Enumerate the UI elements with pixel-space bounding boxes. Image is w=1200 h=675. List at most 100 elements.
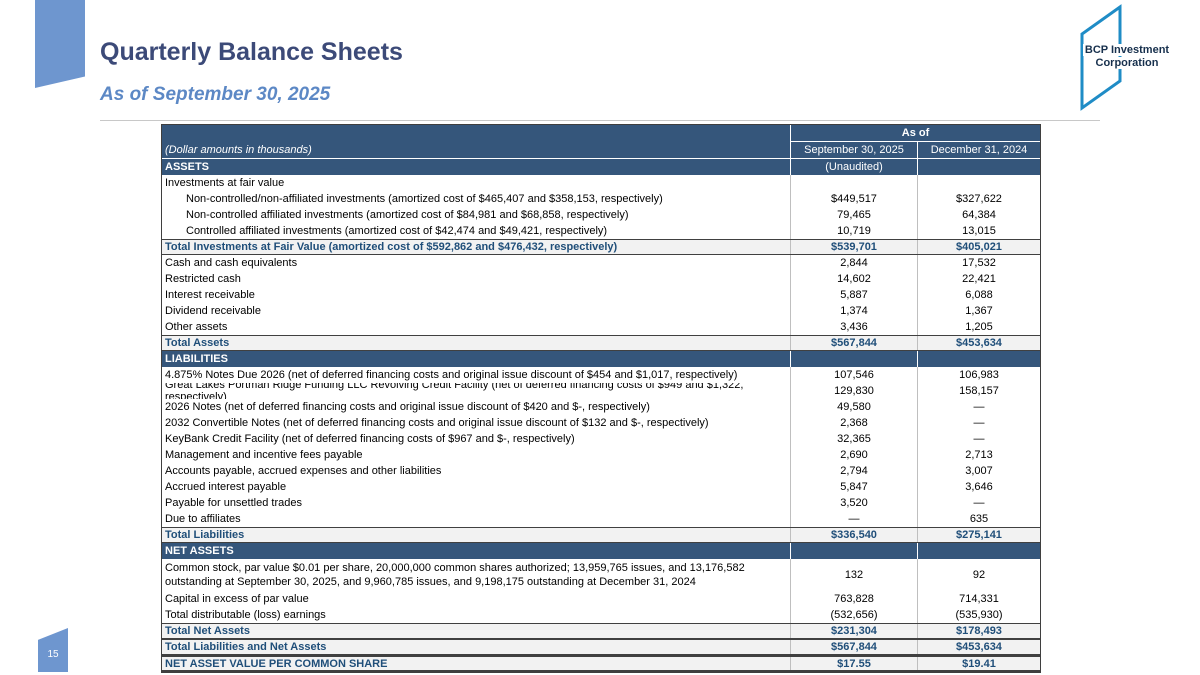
table-row: Common stock, par value $0.01 per share,… <box>162 559 1040 591</box>
value-dec-2024: 106,983 <box>917 367 1040 383</box>
value-dec-2024: 6,088 <box>917 287 1040 303</box>
value-dec-2024: 158,157 <box>917 383 1040 399</box>
balance-sheet-table: As of (Dollar amounts in thousands) Sept… <box>161 124 1041 673</box>
value-dec-2024: 1,205 <box>917 319 1040 335</box>
row-label: Total Investments at Fair Value (amortiz… <box>165 241 618 253</box>
value-dec-2024: 3,646 <box>917 479 1040 495</box>
value-sep-2025: 14,602 <box>790 271 917 287</box>
value-dec-2024: 13,015 <box>917 223 1040 239</box>
value-dec-2024 <box>917 159 1040 175</box>
row-label: Total Assets <box>165 337 230 349</box>
row-label: Great Lakes Portman Ridge Funding LLC Re… <box>165 383 744 399</box>
value-sep-2025: 129,830 <box>790 383 917 399</box>
row-label: Accrued interest payable <box>165 481 287 493</box>
page-number-flag: 15 <box>38 628 68 672</box>
value-dec-2024: 92 <box>917 559 1040 591</box>
value-sep-2025: $17.55 <box>790 657 917 670</box>
table-row: Capital in excess of par value 763,828 714… <box>162 591 1040 607</box>
row-label: Total Liabilities <box>165 529 245 541</box>
row-label: Interest receivable <box>165 289 255 301</box>
table-row: 2026 Notes (net of deferred financing co… <box>162 399 1040 415</box>
value-dec-2024: 714,331 <box>917 591 1040 607</box>
row-label: Common stock, par value $0.01 per share,… <box>165 562 745 588</box>
table-row: Non-controlled affiliated investments (a… <box>162 207 1040 223</box>
company-logo: BCP Investment Corporation <box>1068 4 1180 112</box>
table-row: Other assets 3,436 1,205 <box>162 319 1040 335</box>
date-column-sep-2025: September 30, 2025 <box>790 142 917 159</box>
table-row: 2032 Convertible Notes (net of deferred … <box>162 415 1040 431</box>
value-dec-2024: 635 <box>917 511 1040 527</box>
row-label: KeyBank Credit Facility (net of deferred… <box>165 433 575 445</box>
table-row: Management and incentive fees payable 2,6… <box>162 447 1040 463</box>
table-row: Total Investments at Fair Value (amortiz… <box>162 239 1040 255</box>
value-sep-2025: (Unaudited) <box>790 159 917 175</box>
row-label: Dividend receivable <box>165 305 261 317</box>
row-label: Non-controlled affiliated investments (a… <box>186 209 629 221</box>
table-row: Total Liabilities and Net Assets $567,844… <box>162 639 1040 655</box>
row-label: Total Liabilities and Net Assets <box>165 641 327 653</box>
value-sep-2025: $539,701 <box>790 240 917 254</box>
table-header-dates-row: (Dollar amounts in thousands) September … <box>162 142 1040 159</box>
value-dec-2024 <box>917 175 1040 191</box>
table-row: Total distributable (loss) earnings (532,… <box>162 607 1040 623</box>
table-row: NET ASSET VALUE PER COMMON SHARE $17.55 $1… <box>162 655 1040 671</box>
table-row: Interest receivable 5,887 6,088 <box>162 287 1040 303</box>
value-sep-2025 <box>790 543 917 559</box>
section-header-row: NET ASSETS <box>162 543 1040 559</box>
row-label: Non-controlled/non-affiliated investment… <box>186 193 663 205</box>
value-dec-2024: 2,713 <box>917 447 1040 463</box>
value-dec-2024: $178,493 <box>917 624 1040 638</box>
row-label: Cash and cash equivalents <box>165 257 298 269</box>
row-label: Due to affiliates <box>165 513 241 525</box>
row-label: Total distributable (loss) earnings <box>165 609 326 621</box>
row-label: ASSETS <box>165 161 210 173</box>
value-dec-2024: — <box>917 495 1040 511</box>
value-sep-2025: $449,517 <box>790 191 917 207</box>
table-row: Cash and cash equivalents 2,844 17,532 <box>162 255 1040 271</box>
table-row: 4.875% Notes Due 2026 (net of deferred f… <box>162 367 1040 383</box>
value-sep-2025: — <box>790 511 917 527</box>
row-label: NET ASSET VALUE PER COMMON SHARE <box>165 657 388 670</box>
value-sep-2025: (532,656) <box>790 607 917 623</box>
value-sep-2025: $567,844 <box>790 336 917 350</box>
table-row: Great Lakes Portman Ridge Funding LLC Re… <box>162 383 1040 399</box>
value-sep-2025: 1,374 <box>790 303 917 319</box>
value-dec-2024: — <box>917 399 1040 415</box>
value-dec-2024: (535,930) <box>917 607 1040 623</box>
logo-line1: BCP Investment <box>1082 44 1172 56</box>
value-sep-2025: 2,368 <box>790 415 917 431</box>
page-subtitle: As of September 30, 2025 <box>100 84 331 105</box>
value-dec-2024: $453,634 <box>917 336 1040 350</box>
logo-parallelogram-icon <box>1080 4 1122 111</box>
value-sep-2025: $567,844 <box>790 640 917 654</box>
row-label: Controlled affiliated investments (amort… <box>186 225 608 237</box>
page-title: Quarterly Balance Sheets <box>100 38 403 66</box>
value-dec-2024: 1,367 <box>917 303 1040 319</box>
value-sep-2025: 2,844 <box>790 255 917 271</box>
logo-text: BCP Investment Corporation <box>1078 44 1176 70</box>
value-dec-2024 <box>917 543 1040 559</box>
value-sep-2025: 3,520 <box>790 495 917 511</box>
row-label: Accounts payable, accrued expenses and o… <box>165 465 442 477</box>
row-label: Management and incentive fees payable <box>165 449 363 461</box>
value-sep-2025: 79,465 <box>790 207 917 223</box>
table-header-asof-row: As of <box>162 125 1040 142</box>
value-sep-2025: 5,887 <box>790 287 917 303</box>
table-row: Due to affiliates —635 <box>162 511 1040 527</box>
value-sep-2025: 132 <box>790 559 917 591</box>
row-label: 2032 Convertible Notes (net of deferred … <box>165 417 709 429</box>
table-row: Investments at fair value <box>162 175 1040 191</box>
section-header-row: ASSETS (Unaudited) <box>162 159 1040 175</box>
logo-line2: Corporation <box>1093 57 1161 69</box>
value-dec-2024: $327,622 <box>917 191 1040 207</box>
table-row: Accounts payable, accrued expenses and o… <box>162 463 1040 479</box>
value-dec-2024: 3,007 <box>917 463 1040 479</box>
table-row: Total Net Assets $231,304 $178,493 <box>162 623 1040 639</box>
value-dec-2024: 64,384 <box>917 207 1040 223</box>
asof-header: As of <box>790 125 1040 142</box>
section-header-row: LIABILITIES <box>162 351 1040 367</box>
corner-ribbon-shape <box>35 0 85 88</box>
value-dec-2024: $405,021 <box>917 240 1040 254</box>
table-row: Controlled affiliated investments (amort… <box>162 223 1040 239</box>
table-row: Total Assets $567,844 $453,634 <box>162 335 1040 351</box>
